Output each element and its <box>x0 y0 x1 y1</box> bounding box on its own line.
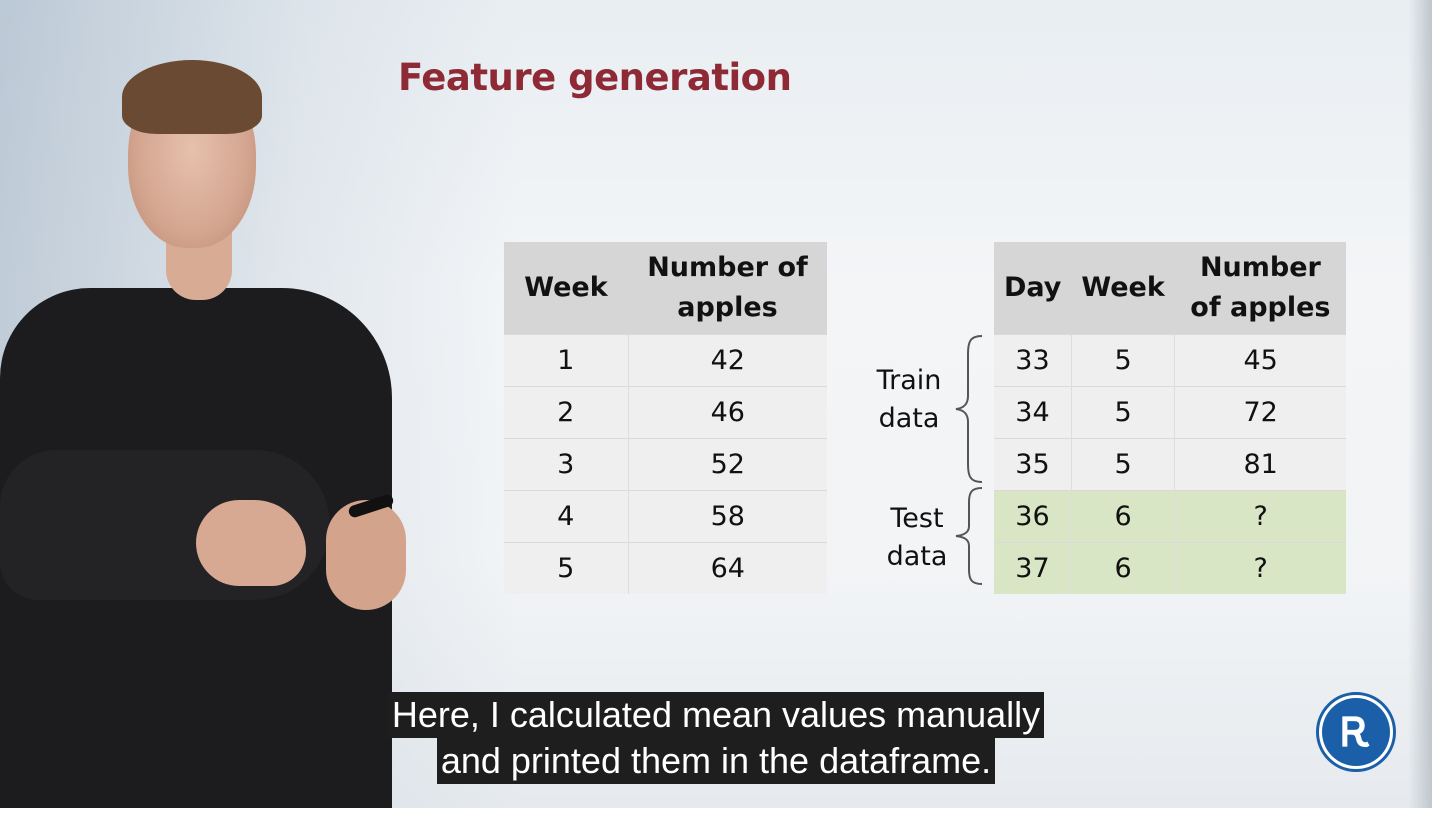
bottom-bar <box>0 808 1432 814</box>
table-header-row: Week Number of apples <box>504 242 827 335</box>
cell-day: 36 <box>994 490 1072 543</box>
subtitle-line: and printed them in the dataframe. <box>436 738 996 784</box>
cell-week: 5 <box>1071 438 1176 491</box>
cell-apples: 52 <box>628 438 827 491</box>
logo-mark: Ꭱ <box>1322 698 1390 766</box>
table-row: 5 64 <box>504 542 827 594</box>
presenter-hair <box>122 60 262 134</box>
subtitles: Here, I calculated mean values manually … <box>0 692 1432 784</box>
cell-apples: 46 <box>628 386 827 439</box>
table-row: 3 52 <box>504 438 827 491</box>
cell-apples: 58 <box>628 490 827 543</box>
test-row: 37 6 ? <box>994 542 1346 594</box>
header-week: Week <box>1071 242 1175 335</box>
table-row: 4 58 <box>504 490 827 543</box>
train-brace-icon <box>955 335 983 483</box>
cell-week: 1 <box>504 334 629 387</box>
test-brace-icon <box>955 487 983 585</box>
train-data-label: Train data <box>876 365 942 434</box>
slide-title: Feature generation <box>398 56 792 99</box>
table-row: 1 42 <box>504 334 827 387</box>
subtitle-line: Here, I calculated mean values manually <box>387 692 1045 738</box>
cell-week: 4 <box>504 490 629 543</box>
cell-day: 35 <box>994 438 1072 491</box>
header-number-of-apples: Number of apples <box>1174 242 1346 335</box>
presenter <box>0 60 420 808</box>
cell-week: 5 <box>504 542 629 594</box>
table-row: 2 46 <box>504 386 827 439</box>
cell-week: 6 <box>1071 490 1176 543</box>
cell-week: 5 <box>1071 334 1176 387</box>
header-week: Week <box>504 242 628 335</box>
cell-apples: 42 <box>628 334 827 387</box>
frame-edge <box>1408 0 1432 808</box>
hse-logo-icon: Ꭱ <box>1316 692 1396 772</box>
presenter-left-hand <box>196 500 306 586</box>
presenter-right-hand <box>326 500 406 610</box>
table-row: 35 5 81 <box>994 438 1346 491</box>
cell-apples: 81 <box>1174 438 1346 491</box>
cell-week: 5 <box>1071 386 1176 439</box>
cell-apples: 45 <box>1174 334 1346 387</box>
table-row: 34 5 72 <box>994 386 1346 439</box>
cell-apples: ? <box>1174 490 1346 543</box>
test-data-label: Test data <box>886 503 948 572</box>
cell-apples: 64 <box>628 542 827 594</box>
daily-apples-table: Day Week Number of apples 33 5 45 34 5 7… <box>994 242 1346 594</box>
cell-apples: ? <box>1174 542 1346 594</box>
table-header-row: Day Week Number of apples <box>994 242 1346 335</box>
cell-apples: 72 <box>1174 386 1346 439</box>
cell-week: 2 <box>504 386 629 439</box>
header-day: Day <box>994 242 1072 335</box>
test-row: 36 6 ? <box>994 490 1346 543</box>
cell-week: 6 <box>1071 542 1176 594</box>
cell-day: 33 <box>994 334 1072 387</box>
cell-week: 3 <box>504 438 629 491</box>
cell-day: 37 <box>994 542 1072 594</box>
table-row: 33 5 45 <box>994 334 1346 387</box>
header-number-of-apples: Number of apples <box>628 242 827 335</box>
weekly-apples-table: Week Number of apples 1 42 2 46 3 52 4 5… <box>504 242 827 594</box>
cell-day: 34 <box>994 386 1072 439</box>
